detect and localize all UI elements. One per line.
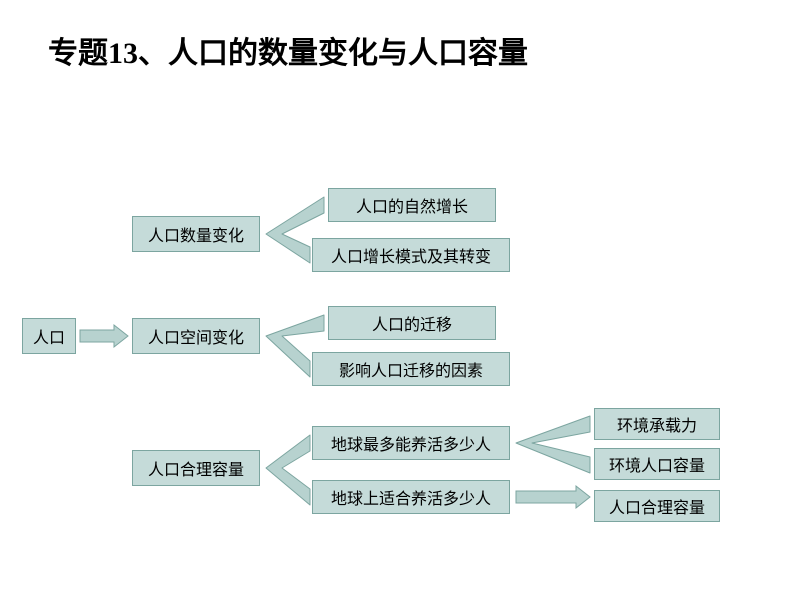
node-root: 人口: [22, 318, 76, 354]
node-b3a: 地球最多能养活多少人: [312, 426, 510, 460]
node-r1: 环境承载力: [594, 408, 720, 440]
node-r2: 环境人口容量: [594, 448, 720, 480]
block-arrow-5: [516, 486, 590, 508]
node-b2b: 影响人口迁移的因素: [312, 352, 510, 386]
node-b1b: 人口增长模式及其转变: [312, 238, 510, 272]
notch-connector-3: [266, 435, 310, 505]
node-b2a: 人口的迁移: [328, 306, 496, 340]
page-title: 专题13、人口的数量变化与人口容量: [48, 28, 528, 72]
node-branch2: 人口空间变化: [132, 318, 260, 354]
node-branch3: 人口合理容量: [132, 450, 260, 486]
notch-connector-4: [516, 416, 590, 473]
block-arrow-0: [80, 325, 128, 347]
node-r3: 人口合理容量: [594, 490, 720, 522]
node-branch1: 人口数量变化: [132, 216, 260, 252]
node-b1a: 人口的自然增长: [328, 188, 496, 222]
node-b3b: 地球上适合养活多少人: [312, 480, 510, 514]
